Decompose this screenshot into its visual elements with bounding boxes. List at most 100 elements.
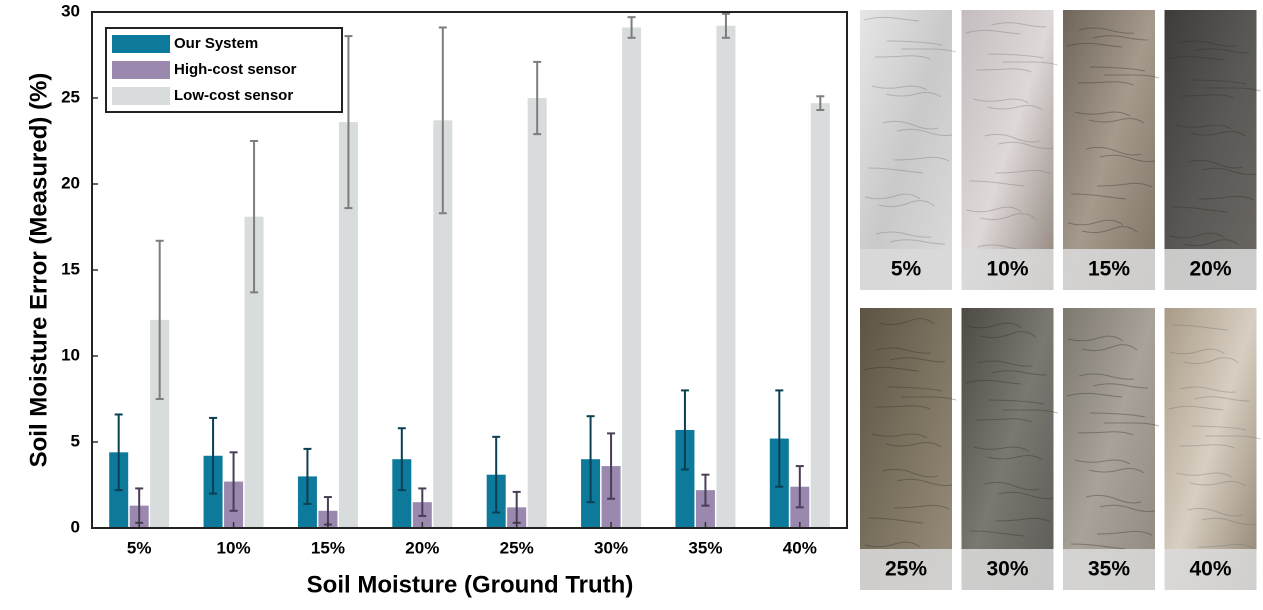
- photo-texture: [1089, 412, 1146, 418]
- x-tick-label: 35%: [688, 538, 722, 557]
- legend-swatch: [112, 87, 170, 105]
- photo-texture: [1067, 335, 1124, 342]
- soil-photo: [1164, 308, 1257, 590]
- x-tick-label: 20%: [405, 538, 439, 557]
- bar: [244, 216, 264, 528]
- photo-texture: [1187, 159, 1243, 169]
- photo-texture: [863, 16, 920, 22]
- photo-texture: [1179, 94, 1235, 99]
- photo-texture: [1194, 48, 1250, 54]
- photo-label: 20%: [1189, 258, 1231, 281]
- photo-texture: [991, 22, 1047, 28]
- photo-texture: [889, 357, 946, 363]
- error-bar: [775, 389, 784, 488]
- photo-texture: [965, 379, 1021, 385]
- photo-texture: [893, 504, 950, 510]
- photo-texture: [1104, 422, 1160, 427]
- photo-texture: [973, 446, 1029, 452]
- photo-texture: [1205, 435, 1261, 440]
- photo-texture: [1081, 226, 1138, 234]
- photo-texture: [1103, 74, 1160, 79]
- photo-texture: [1198, 195, 1254, 201]
- photo-texture: [969, 180, 1025, 187]
- x-tick-label: 5%: [127, 538, 152, 557]
- photo-texture: [973, 98, 1029, 104]
- y-tick-label: 25: [61, 87, 80, 106]
- photo-label-band: [1063, 249, 1155, 290]
- photo-texture: [1096, 530, 1153, 536]
- photo-texture: [1169, 232, 1225, 239]
- photo-texture: [1176, 472, 1232, 478]
- photo-texture: [976, 418, 1032, 423]
- y-tick-label: 10: [61, 345, 80, 364]
- x-tick-label: 40%: [783, 538, 817, 557]
- photo-texture: [1201, 517, 1257, 526]
- error-bar: [627, 16, 636, 39]
- photo-texture: [1180, 386, 1236, 393]
- soil-photo: [860, 308, 952, 590]
- error-bar: [344, 35, 353, 210]
- photo-texture: [980, 331, 1036, 339]
- photo-texture: [1070, 193, 1127, 200]
- photo-texture: [1089, 66, 1146, 72]
- photo-texture: [984, 133, 1040, 143]
- photo-texture: [893, 156, 950, 162]
- photo-texture: [864, 541, 921, 548]
- photo-texture: [1070, 543, 1127, 550]
- photo-texture: [1002, 61, 1058, 66]
- photo-texture: [1099, 154, 1156, 163]
- error-bar: [586, 415, 595, 504]
- photo-texture: [889, 239, 946, 245]
- error-bar: [397, 427, 406, 492]
- photo-texture: [886, 386, 943, 392]
- photo-texture: [984, 481, 1040, 491]
- photo-texture: [882, 120, 939, 130]
- photo-texture: [1172, 206, 1228, 213]
- photo-texture: [966, 322, 1022, 329]
- error-bar: [492, 435, 501, 514]
- photo-texture: [995, 517, 1051, 523]
- bar: [392, 459, 412, 528]
- photo-texture: [1179, 444, 1235, 449]
- error-bar: [155, 239, 164, 400]
- error-bar: [229, 451, 238, 512]
- photo-texture: [875, 231, 932, 238]
- photo-texture: [1092, 35, 1149, 41]
- photo-texture: [966, 206, 1022, 213]
- photo-label: 5%: [891, 258, 922, 281]
- photo-texture: [871, 85, 928, 91]
- photo-texture: [874, 405, 931, 410]
- photo-texture: [1096, 182, 1153, 188]
- photo-texture: [885, 442, 942, 448]
- soil-photo: [961, 308, 1054, 590]
- photo-texture: [875, 347, 932, 354]
- photo-texture: [1190, 131, 1246, 137]
- photo-texture: [995, 169, 1051, 175]
- error-bar: [816, 95, 825, 112]
- photo-texture: [991, 370, 1047, 376]
- bar: [675, 429, 695, 528]
- photo-texture: [977, 360, 1033, 367]
- photo-texture: [1187, 507, 1243, 517]
- photo-texture: [871, 433, 928, 439]
- soil-photo: [1063, 308, 1155, 590]
- photo-texture: [882, 468, 939, 478]
- photo-texture: [885, 92, 942, 98]
- photo-texture: [1002, 409, 1058, 414]
- photo-texture: [878, 200, 935, 208]
- photo-texture: [1168, 55, 1224, 61]
- photo-texture: [1088, 468, 1145, 474]
- photo-texture: [1092, 383, 1149, 389]
- photo-texture: [1191, 79, 1247, 85]
- legend-swatch: [112, 35, 170, 53]
- bar: [527, 98, 547, 528]
- photo-texture: [1066, 42, 1123, 48]
- photo-texture: [998, 141, 1054, 150]
- plot-frame: [91, 11, 848, 529]
- photo-label: 10%: [986, 258, 1028, 281]
- photo-texture: [980, 213, 1036, 221]
- photo-texture: [1183, 239, 1239, 247]
- error-bar: [795, 465, 804, 509]
- bar: [622, 27, 642, 528]
- photo-texture: [1198, 543, 1254, 549]
